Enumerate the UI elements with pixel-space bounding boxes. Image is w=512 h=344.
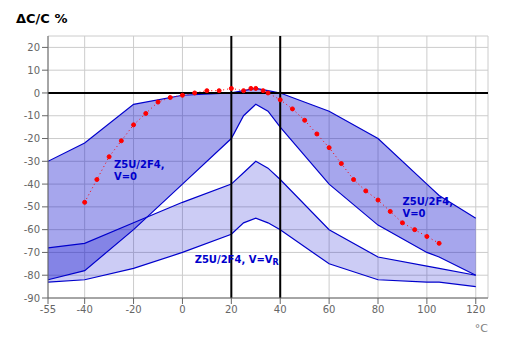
html-text:ΔC/C %: ΔC/C % <box>16 11 68 26</box>
svg-text:-90: -90 <box>24 293 40 304</box>
svg-text:-80: -80 <box>24 270 40 281</box>
svg-text:80: 80 <box>372 304 385 315</box>
svg-text:Z5U/2F4,V=0: Z5U/2F4,V=0 <box>402 195 453 218</box>
svg-text:-50: -50 <box>24 201 40 212</box>
svg-text:°C: °C <box>475 322 489 335</box>
svg-text:-10: -10 <box>24 110 40 121</box>
svg-text:120: 120 <box>466 304 485 315</box>
svg-text:10: 10 <box>27 65 40 76</box>
svg-text:20: 20 <box>225 304 238 315</box>
svg-text:-20: -20 <box>125 304 141 315</box>
svg-text:0: 0 <box>34 88 40 99</box>
svg-text:-55: -55 <box>40 304 56 315</box>
svg-text:60: 60 <box>323 304 336 315</box>
svg-text:-70: -70 <box>24 247 40 258</box>
svg-text:-40: -40 <box>76 304 92 315</box>
svg-text:-40: -40 <box>24 179 40 190</box>
svg-text:-20: -20 <box>24 133 40 144</box>
svg-text:0: 0 <box>179 304 185 315</box>
svg-text:100: 100 <box>417 304 436 315</box>
svg-text:-60: -60 <box>24 224 40 235</box>
svg-text:40: 40 <box>274 304 287 315</box>
svg-text:Z5U/2F4, V=VR: Z5U/2F4, V=VR <box>195 254 279 267</box>
svg-text:Z5U/2F4,V=0: Z5U/2F4,V=0 <box>114 159 165 182</box>
svg-text:-30: -30 <box>24 156 40 167</box>
svg-text:20: 20 <box>27 42 40 53</box>
